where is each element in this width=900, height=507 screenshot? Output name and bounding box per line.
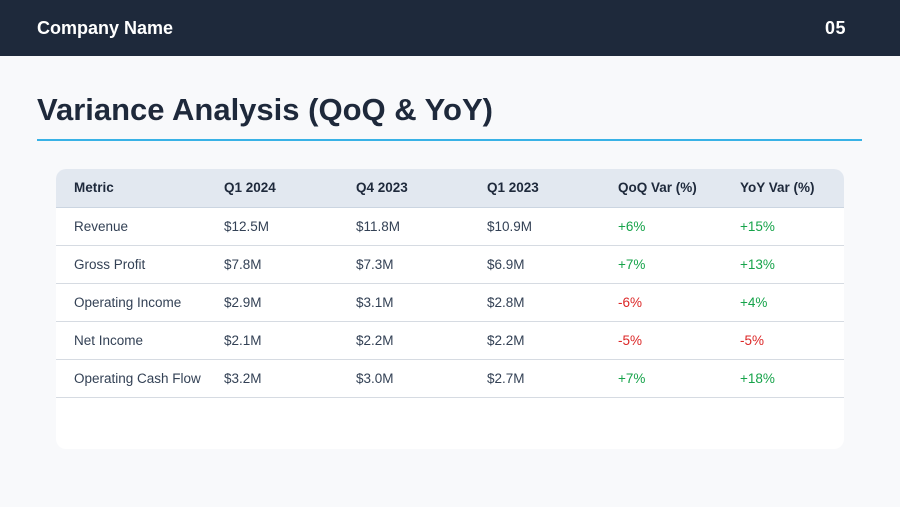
column-header-q1-2023: Q1 2023 [487, 169, 618, 208]
yoy-variance-cell: +4% [740, 283, 844, 322]
metric-cell: Operating Income [56, 283, 224, 322]
yoy-variance-cell: +18% [740, 359, 844, 398]
value-cell: $2.1M [224, 321, 356, 360]
table-row: Revenue $12.5M $11.8M $10.9M +6% +15% [56, 207, 844, 246]
yoy-variance-cell: +15% [740, 207, 844, 246]
yoy-variance-cell: -5% [740, 321, 844, 360]
page-title: Variance Analysis (QoQ & YoY) [37, 92, 493, 127]
table-header-row: Metric Q1 2024 Q4 2023 Q1 2023 QoQ Var (… [56, 169, 844, 208]
metric-cell: Operating Cash Flow [56, 359, 224, 398]
column-header-yoy-var: YoY Var (%) [740, 169, 844, 208]
column-header-metric: Metric [56, 169, 224, 208]
table-row: Gross Profit $7.8M $7.3M $6.9M +7% +13% [56, 245, 844, 284]
qoq-variance-cell: -6% [618, 283, 740, 322]
table-row: Net Income $2.1M $2.2M $2.2M -5% -5% [56, 321, 844, 360]
qoq-variance-cell: -5% [618, 321, 740, 360]
value-cell: $2.2M [356, 321, 487, 360]
qoq-variance-cell: +7% [618, 359, 740, 398]
value-cell: $11.8M [356, 207, 487, 246]
value-cell: $3.0M [356, 359, 487, 398]
title-divider [37, 139, 862, 141]
value-cell: $6.9M [487, 245, 618, 284]
column-header-qoq-var: QoQ Var (%) [618, 169, 740, 208]
value-cell: $7.3M [356, 245, 487, 284]
column-header-q4-2023: Q4 2023 [356, 169, 487, 208]
value-cell: $2.9M [224, 283, 356, 322]
metric-cell: Net Income [56, 321, 224, 360]
value-cell: $10.9M [487, 207, 618, 246]
value-cell: $12.5M [224, 207, 356, 246]
value-cell: $2.7M [487, 359, 618, 398]
header-bar: Company Name 05 [0, 0, 900, 56]
value-cell: $7.8M [224, 245, 356, 284]
variance-table-card: Metric Q1 2024 Q4 2023 Q1 2023 QoQ Var (… [56, 169, 844, 449]
qoq-variance-cell: +6% [618, 207, 740, 246]
table-row: Operating Cash Flow $3.2M $3.0M $2.7M +7… [56, 359, 844, 398]
page-number: 05 [824, 18, 846, 38]
qoq-variance-cell: +7% [618, 245, 740, 284]
yoy-variance-cell: +13% [740, 245, 844, 284]
company-name: Company Name [37, 18, 174, 38]
value-cell: $2.8M [487, 283, 618, 322]
table-row: Operating Income $2.9M $3.1M $2.8M -6% +… [56, 283, 844, 322]
value-cell: $3.2M [224, 359, 356, 398]
variance-table: Metric Q1 2024 Q4 2023 Q1 2023 QoQ Var (… [56, 169, 844, 398]
metric-cell: Revenue [56, 207, 224, 246]
value-cell: $3.1M [356, 283, 487, 322]
value-cell: $2.2M [487, 321, 618, 360]
metric-cell: Gross Profit [56, 245, 224, 284]
column-header-q1-2024: Q1 2024 [224, 169, 356, 208]
